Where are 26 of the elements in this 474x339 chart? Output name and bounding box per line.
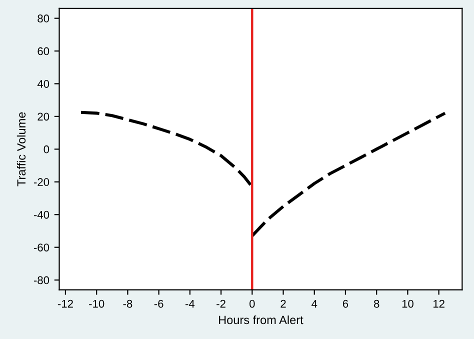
y-tick-label: 20 [38,112,50,121]
y-tick-label: -80 [34,276,50,284]
line-series [80,110,254,188]
x-axis-title: Hours from Alert [219,315,304,324]
x-tick-label: 0 [249,300,255,308]
x-tick-label: 8 [374,300,380,308]
y-tick-label: 40 [37,80,50,88]
line-series [250,112,447,238]
y-tick-label: -20 [34,178,50,186]
x-tick-label: -12 [58,300,73,308]
x-tick-label: -10 [89,300,104,308]
x-tick-label: 6 [342,300,348,308]
x-tick-label: 10 [402,300,414,308]
x-tick-label: 12 [433,300,444,308]
y-tick-label: 60 [38,47,50,56]
y-tick-label: 0 [44,145,50,154]
x-tick-label: -6 [154,300,164,308]
x-tick-label: -8 [123,300,132,308]
y-axis-title: Traffic Volume [16,112,26,186]
y-tick-label: 80 [38,14,50,22]
x-tick-label: -4 [185,300,195,308]
y-tick-label: -40 [34,210,50,219]
x-tick-label: 2 [280,300,286,308]
x-tick-label: -2 [216,300,226,308]
y-tick-label: -60 [34,244,50,252]
x-tick-label: 4 [312,300,318,308]
